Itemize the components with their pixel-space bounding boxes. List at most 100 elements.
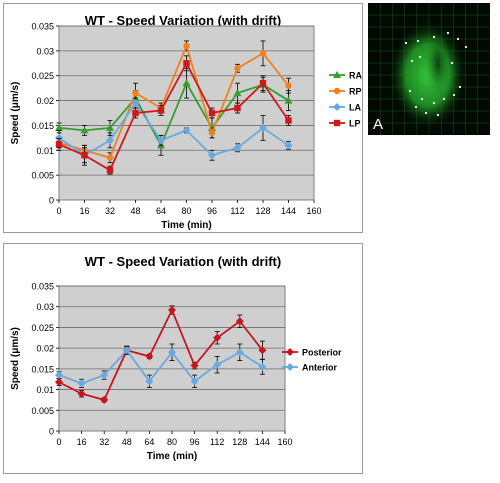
tracked-point	[450, 61, 454, 65]
legend-label: LP	[349, 119, 361, 129]
y-tick-label: 0.025	[31, 71, 54, 81]
y-tick-label: 0.02	[36, 96, 54, 106]
data-point	[190, 377, 199, 386]
data-point	[233, 89, 242, 97]
data-point	[77, 379, 86, 388]
x-tick-label: 80	[181, 206, 191, 216]
tracked-point	[456, 37, 460, 41]
fluorescence-micrograph	[368, 3, 490, 135]
legend-swatch-marker	[333, 87, 341, 95]
tracked-point	[452, 93, 456, 97]
speed-chart-quadrants: 0 0.005 0.01 0.015 0.02 0.025 0.03 0.035 0 16 32 48…	[10, 22, 362, 232]
x-tick-label: 112	[210, 437, 224, 447]
tracked-point	[410, 59, 414, 63]
data-point	[259, 123, 267, 132]
data-point	[100, 371, 109, 380]
data-point	[285, 82, 292, 89]
data-point	[258, 346, 267, 355]
legend-item-la: LA	[329, 103, 361, 113]
x-tick-label: 80	[167, 437, 177, 447]
chart-title: WT - Speed Variation (with drift)	[84, 254, 282, 269]
data-point	[132, 89, 139, 97]
data-point	[145, 377, 154, 386]
x-tick-label: 128	[255, 206, 270, 216]
y-tick-label: 0.03	[36, 46, 54, 56]
tracked-point	[442, 97, 446, 101]
legend-label: Posterior	[302, 348, 342, 358]
data-point	[190, 361, 199, 370]
data-point	[106, 166, 114, 174]
series-line	[58, 43, 290, 159]
data-point	[55, 141, 63, 148]
x-tick-label: 96	[190, 437, 200, 447]
data-point	[258, 362, 267, 371]
tracked-point	[408, 89, 412, 93]
x-axis-label: Time (min)	[161, 220, 211, 231]
y-tick-label: 0.03	[36, 302, 54, 312]
x-tick-label: 144	[255, 437, 270, 447]
data-point	[168, 348, 176, 357]
x-tick-label: 48	[122, 437, 132, 447]
y-tick-label: 0.035	[31, 282, 54, 292]
data-point	[208, 151, 216, 160]
data-point	[100, 395, 109, 404]
data-point	[213, 360, 222, 369]
legend-item-ra: RA	[329, 71, 362, 81]
x-tick-label: 16	[77, 437, 87, 447]
data-point	[233, 143, 242, 152]
data-point	[157, 107, 165, 114]
data-point	[55, 378, 63, 387]
y-tick-label: 0	[49, 196, 54, 206]
x-tick-label: 64	[156, 206, 166, 216]
tracked-point	[416, 39, 420, 43]
data-point	[259, 79, 267, 87]
data-point	[234, 104, 241, 112]
tracked-point	[414, 105, 418, 109]
series-line	[58, 81, 289, 148]
chart-title: WT - Speed Variation (with drift)	[84, 13, 282, 28]
y-axis-label: Speed (μm/s)	[10, 327, 21, 390]
plot-area	[58, 25, 315, 201]
legend-label: RA	[349, 71, 362, 81]
legend-label: RP	[349, 87, 362, 97]
legend-item-rp: RP	[329, 87, 362, 97]
x-tick-label: 48	[130, 206, 140, 216]
legend-item-anterior: Anterior	[282, 363, 338, 373]
data-point	[284, 141, 293, 150]
tracked-point	[424, 111, 428, 115]
data-point	[157, 136, 165, 145]
x-tick-label: 64	[144, 437, 154, 447]
x-tick-label: 112	[230, 206, 244, 216]
panel-label: A	[373, 116, 384, 133]
data-point	[55, 133, 63, 142]
data-point	[208, 129, 216, 137]
legend-label: LA	[349, 103, 361, 113]
tracked-point	[418, 55, 422, 59]
data-point	[182, 79, 191, 87]
tracked-point	[432, 101, 436, 105]
data-point	[122, 346, 131, 355]
tracked-point	[420, 97, 424, 101]
data-point	[106, 154, 114, 161]
x-tick-label: 96	[207, 206, 217, 216]
speed-chart-anterior-posterior: 0 0.005 0.01 0.015 0.02 0.025 0.03 0.035 0 16 32 48…	[10, 282, 342, 463]
x-tick-label: 32	[99, 437, 109, 447]
legend-item-posterior: Posterior	[282, 348, 342, 358]
data-point	[284, 96, 293, 104]
data-point	[183, 60, 190, 67]
x-tick-label: 144	[281, 206, 296, 216]
legend-item-lp: LP	[329, 119, 361, 129]
series-line	[58, 101, 290, 157]
tracked-point	[446, 31, 450, 35]
legend-swatch-marker	[333, 119, 341, 127]
data-point	[259, 50, 267, 57]
x-tick-label: 0	[56, 206, 61, 216]
data-point	[106, 136, 114, 145]
tracked-point	[432, 35, 436, 39]
x-tick-label: 32	[105, 206, 115, 216]
data-point	[183, 42, 190, 50]
y-tick-label: 0.02	[36, 344, 54, 354]
y-tick-label: 0.005	[31, 406, 54, 416]
y-tick-label: 0.015	[31, 121, 54, 131]
data-point	[81, 152, 88, 159]
